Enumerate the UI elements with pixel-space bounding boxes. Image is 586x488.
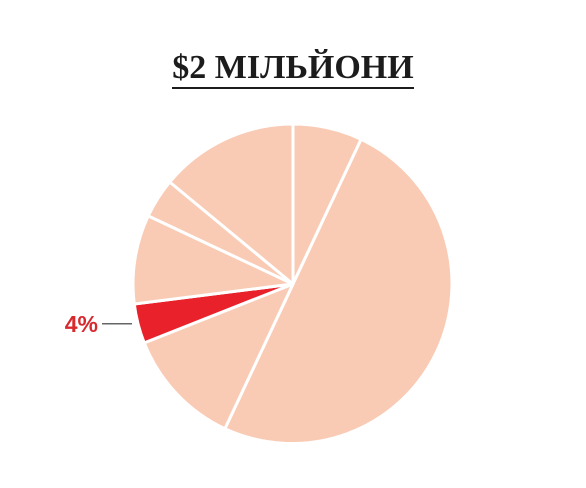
chart-title-text: $2 МІЛЬЙОНИ xyxy=(172,49,414,89)
chart-title: $2 МІЛЬЙОНИ xyxy=(0,46,586,90)
pie-slice xyxy=(131,214,295,306)
pie-slice xyxy=(168,122,295,286)
pie-slice xyxy=(223,137,454,445)
pie-slices xyxy=(131,122,454,445)
slice-percent-label: 4% xyxy=(65,311,98,337)
pie-slice xyxy=(142,282,295,431)
pie-labels: 4% xyxy=(65,311,133,337)
